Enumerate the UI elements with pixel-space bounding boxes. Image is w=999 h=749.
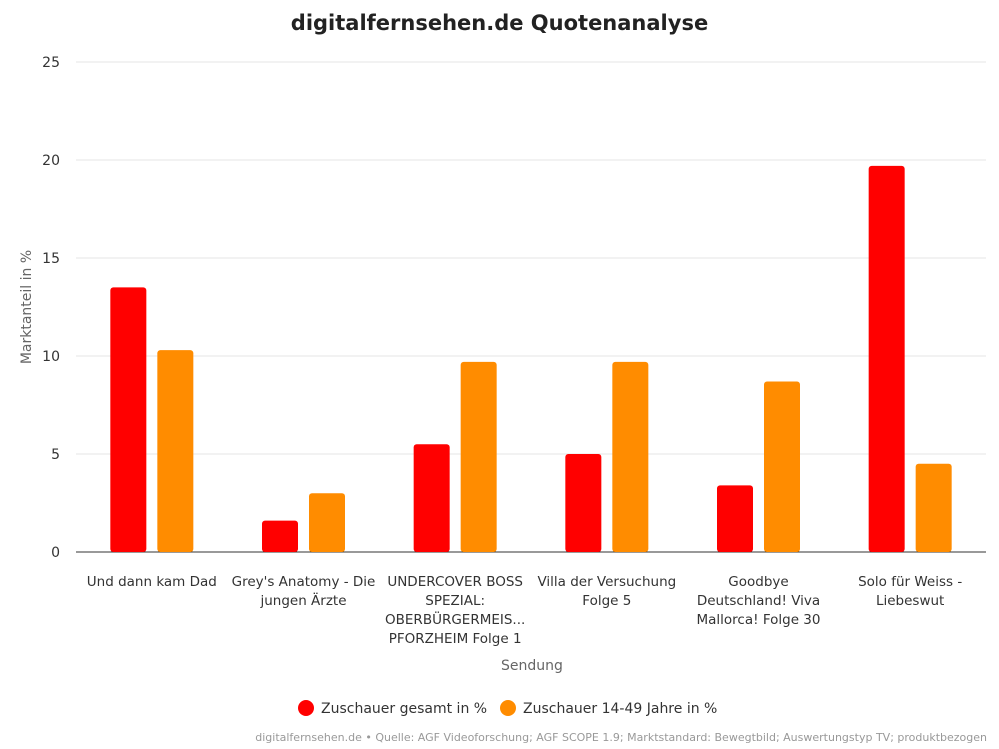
x-category-label: UNDERCOVER BOSS SPEZIAL: OBERBÜRGERMEIS...… bbox=[385, 574, 525, 647]
y-tick-label: 15 bbox=[42, 251, 60, 267]
x-category-line: Solo für Weiss - bbox=[858, 574, 962, 590]
legend-marker bbox=[298, 700, 314, 716]
y-tick-label: 5 bbox=[51, 447, 60, 463]
chart-title: digitalfernsehen.de Quotenanalyse bbox=[291, 11, 708, 35]
x-category-line: jungen Ärzte bbox=[259, 591, 346, 609]
x-category-label: Villa der Versuchung Folge 5 bbox=[537, 574, 676, 609]
legend-label: Zuschauer gesamt in % bbox=[321, 701, 487, 717]
x-category-line: Folge 5 bbox=[582, 593, 631, 609]
x-axis-title: Sendung bbox=[501, 658, 563, 674]
x-category-line: Liebeswut bbox=[876, 593, 944, 609]
grid bbox=[76, 61, 986, 553]
legend-marker bbox=[500, 700, 516, 716]
x-category-line: Villa der Versuchung bbox=[537, 574, 676, 590]
x-category-line: UNDERCOVER BOSS bbox=[387, 574, 523, 590]
x-category-line: Mallorca! Folge 30 bbox=[697, 612, 821, 628]
bar-gesamt-4[interactable] bbox=[565, 454, 602, 552]
y-tick-label: 20 bbox=[42, 153, 60, 169]
x-category-line: Goodbye bbox=[728, 574, 788, 590]
bar-gesamt-2[interactable] bbox=[262, 520, 298, 552]
x-category-line: PFORZHEIM Folge 1 bbox=[389, 631, 522, 647]
x-category-label: Grey's Anatomy - Die jungen Ärzte bbox=[232, 574, 376, 609]
x-category-line: SPEZIAL: bbox=[425, 593, 485, 609]
bar-14-49-6[interactable] bbox=[915, 463, 952, 552]
y-tick-label: 0 bbox=[51, 545, 60, 561]
credits[interactable]: digitalfernsehen.de • Quelle: AGF Videof… bbox=[255, 731, 987, 744]
x-category-line: Deutschland! Viva bbox=[697, 593, 820, 609]
bar-14-49-1[interactable] bbox=[157, 350, 194, 552]
bar-14-49-2[interactable] bbox=[309, 493, 345, 552]
legend[interactable]: Zuschauer gesamt in % Zuschauer 14-49 Jah… bbox=[298, 700, 717, 717]
x-category-line: OBERBÜRGERMEIS... bbox=[385, 610, 525, 628]
bar-14-49-5[interactable] bbox=[764, 381, 800, 552]
y-axis-title: Marktanteil in % bbox=[19, 250, 35, 364]
bar-gesamt-6[interactable] bbox=[868, 165, 905, 552]
x-category-label: Und dann kam Dad bbox=[87, 574, 217, 590]
bar-gesamt-3[interactable] bbox=[413, 444, 450, 552]
legend-item-14-49[interactable]: Zuschauer 14-49 Jahre in % bbox=[500, 700, 717, 717]
legend-item-gesamt[interactable]: Zuschauer gesamt in % bbox=[298, 700, 487, 717]
bar-14-49-3[interactable] bbox=[460, 361, 497, 552]
bars bbox=[110, 165, 952, 552]
y-axis-ticks: 0 5 10 15 20 25 bbox=[42, 55, 60, 561]
x-category-label: Goodbye Deutschland! Viva Mallorca! Folge … bbox=[697, 574, 821, 628]
x-axis-categories: Und dann kam Dad Grey's Anatomy - Die jung… bbox=[87, 574, 963, 647]
bar-gesamt-1[interactable] bbox=[110, 287, 147, 552]
bar-14-49-4[interactable] bbox=[612, 361, 649, 552]
x-category-label: Solo für Weiss - Liebeswut bbox=[858, 574, 962, 609]
x-category-line: Grey's Anatomy - Die bbox=[232, 574, 376, 590]
bar-gesamt-5[interactable] bbox=[717, 485, 753, 552]
y-tick-label: 25 bbox=[42, 55, 60, 71]
legend-label: Zuschauer 14-49 Jahre in % bbox=[523, 701, 717, 717]
x-category-line: Und dann kam Dad bbox=[87, 574, 217, 590]
y-tick-label: 10 bbox=[42, 349, 60, 365]
